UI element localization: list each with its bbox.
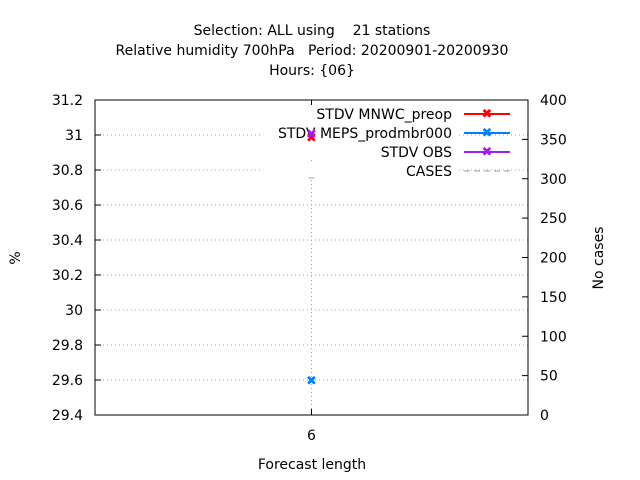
y-tick-label: 30.2: [52, 268, 83, 284]
chart-title: Selection: ALL using 21 stations Relative…: [116, 23, 509, 79]
y2-tick-label: 50: [540, 369, 558, 385]
data-marks: ✖✖✖: [306, 127, 317, 389]
x-axis-label: Forecast length: [258, 457, 366, 473]
y-tick-label: 30.4: [52, 233, 83, 249]
legend: STDV MNWC_preop ✖STDV MEPS_prodmbr000 ✖STD…: [262, 105, 510, 180]
y2-tick-label: 0: [540, 408, 549, 424]
legend-label: STDV MNWC_preop: [316, 107, 452, 123]
legend-marker: ✖: [482, 145, 493, 160]
y2-tick-label: 350: [540, 132, 567, 148]
y2-axis: 0 50 100 150 200 250 300 350 400: [522, 93, 567, 424]
y2-tick-label: 250: [540, 211, 567, 227]
y-axis-label: %: [8, 251, 24, 264]
legend-label: STDV OBS: [381, 145, 452, 161]
legend-marker: ✖: [482, 107, 493, 122]
data-point-0: ✖: [306, 131, 317, 146]
y-tick-label: 29.4: [52, 408, 83, 424]
y2-tick-label: 150: [540, 290, 567, 306]
y2-tick-label: 100: [540, 329, 567, 345]
y2-tick-label: 300: [540, 172, 567, 188]
title-line: Hours: {06}: [269, 63, 355, 79]
y-tick-label: 30: [65, 303, 83, 319]
y-tick-label: 30.6: [52, 198, 83, 214]
data-point-2: ✖: [306, 127, 317, 142]
legend-label: CASES: [406, 164, 452, 180]
y2-tick-label: 200: [540, 251, 567, 267]
legend-label-bg: [262, 162, 458, 179]
y-tick-label: 30.8: [52, 163, 83, 179]
x-tick-label: 6: [307, 428, 316, 444]
y-tick-label: 31.2: [52, 93, 83, 109]
title-line: Relative humidity 700hPa Period: 2020090…: [116, 43, 509, 59]
y2-tick-label: 400: [540, 93, 567, 109]
y-axis: 29.4 29.6 29.8 30 30.2 30.4 30.6 30.8 31 31.2: [52, 93, 101, 424]
legend-label-bg: [262, 124, 458, 141]
y-tick-label: 29.8: [52, 338, 83, 354]
legend-label-bg: [262, 143, 458, 160]
y-tick-label: 31: [65, 128, 83, 144]
legend-marker: ✖: [482, 126, 493, 141]
legend-label-bg: [262, 105, 458, 122]
data-point-1: ✖: [306, 374, 317, 389]
y-tick-label: 29.6: [52, 373, 83, 389]
legend-label: STDV MEPS_prodmbr000: [278, 126, 452, 142]
grid: [95, 100, 528, 415]
title-line: Selection: ALL using 21 stations: [194, 23, 431, 39]
y2-axis-label: No cases: [591, 227, 607, 290]
